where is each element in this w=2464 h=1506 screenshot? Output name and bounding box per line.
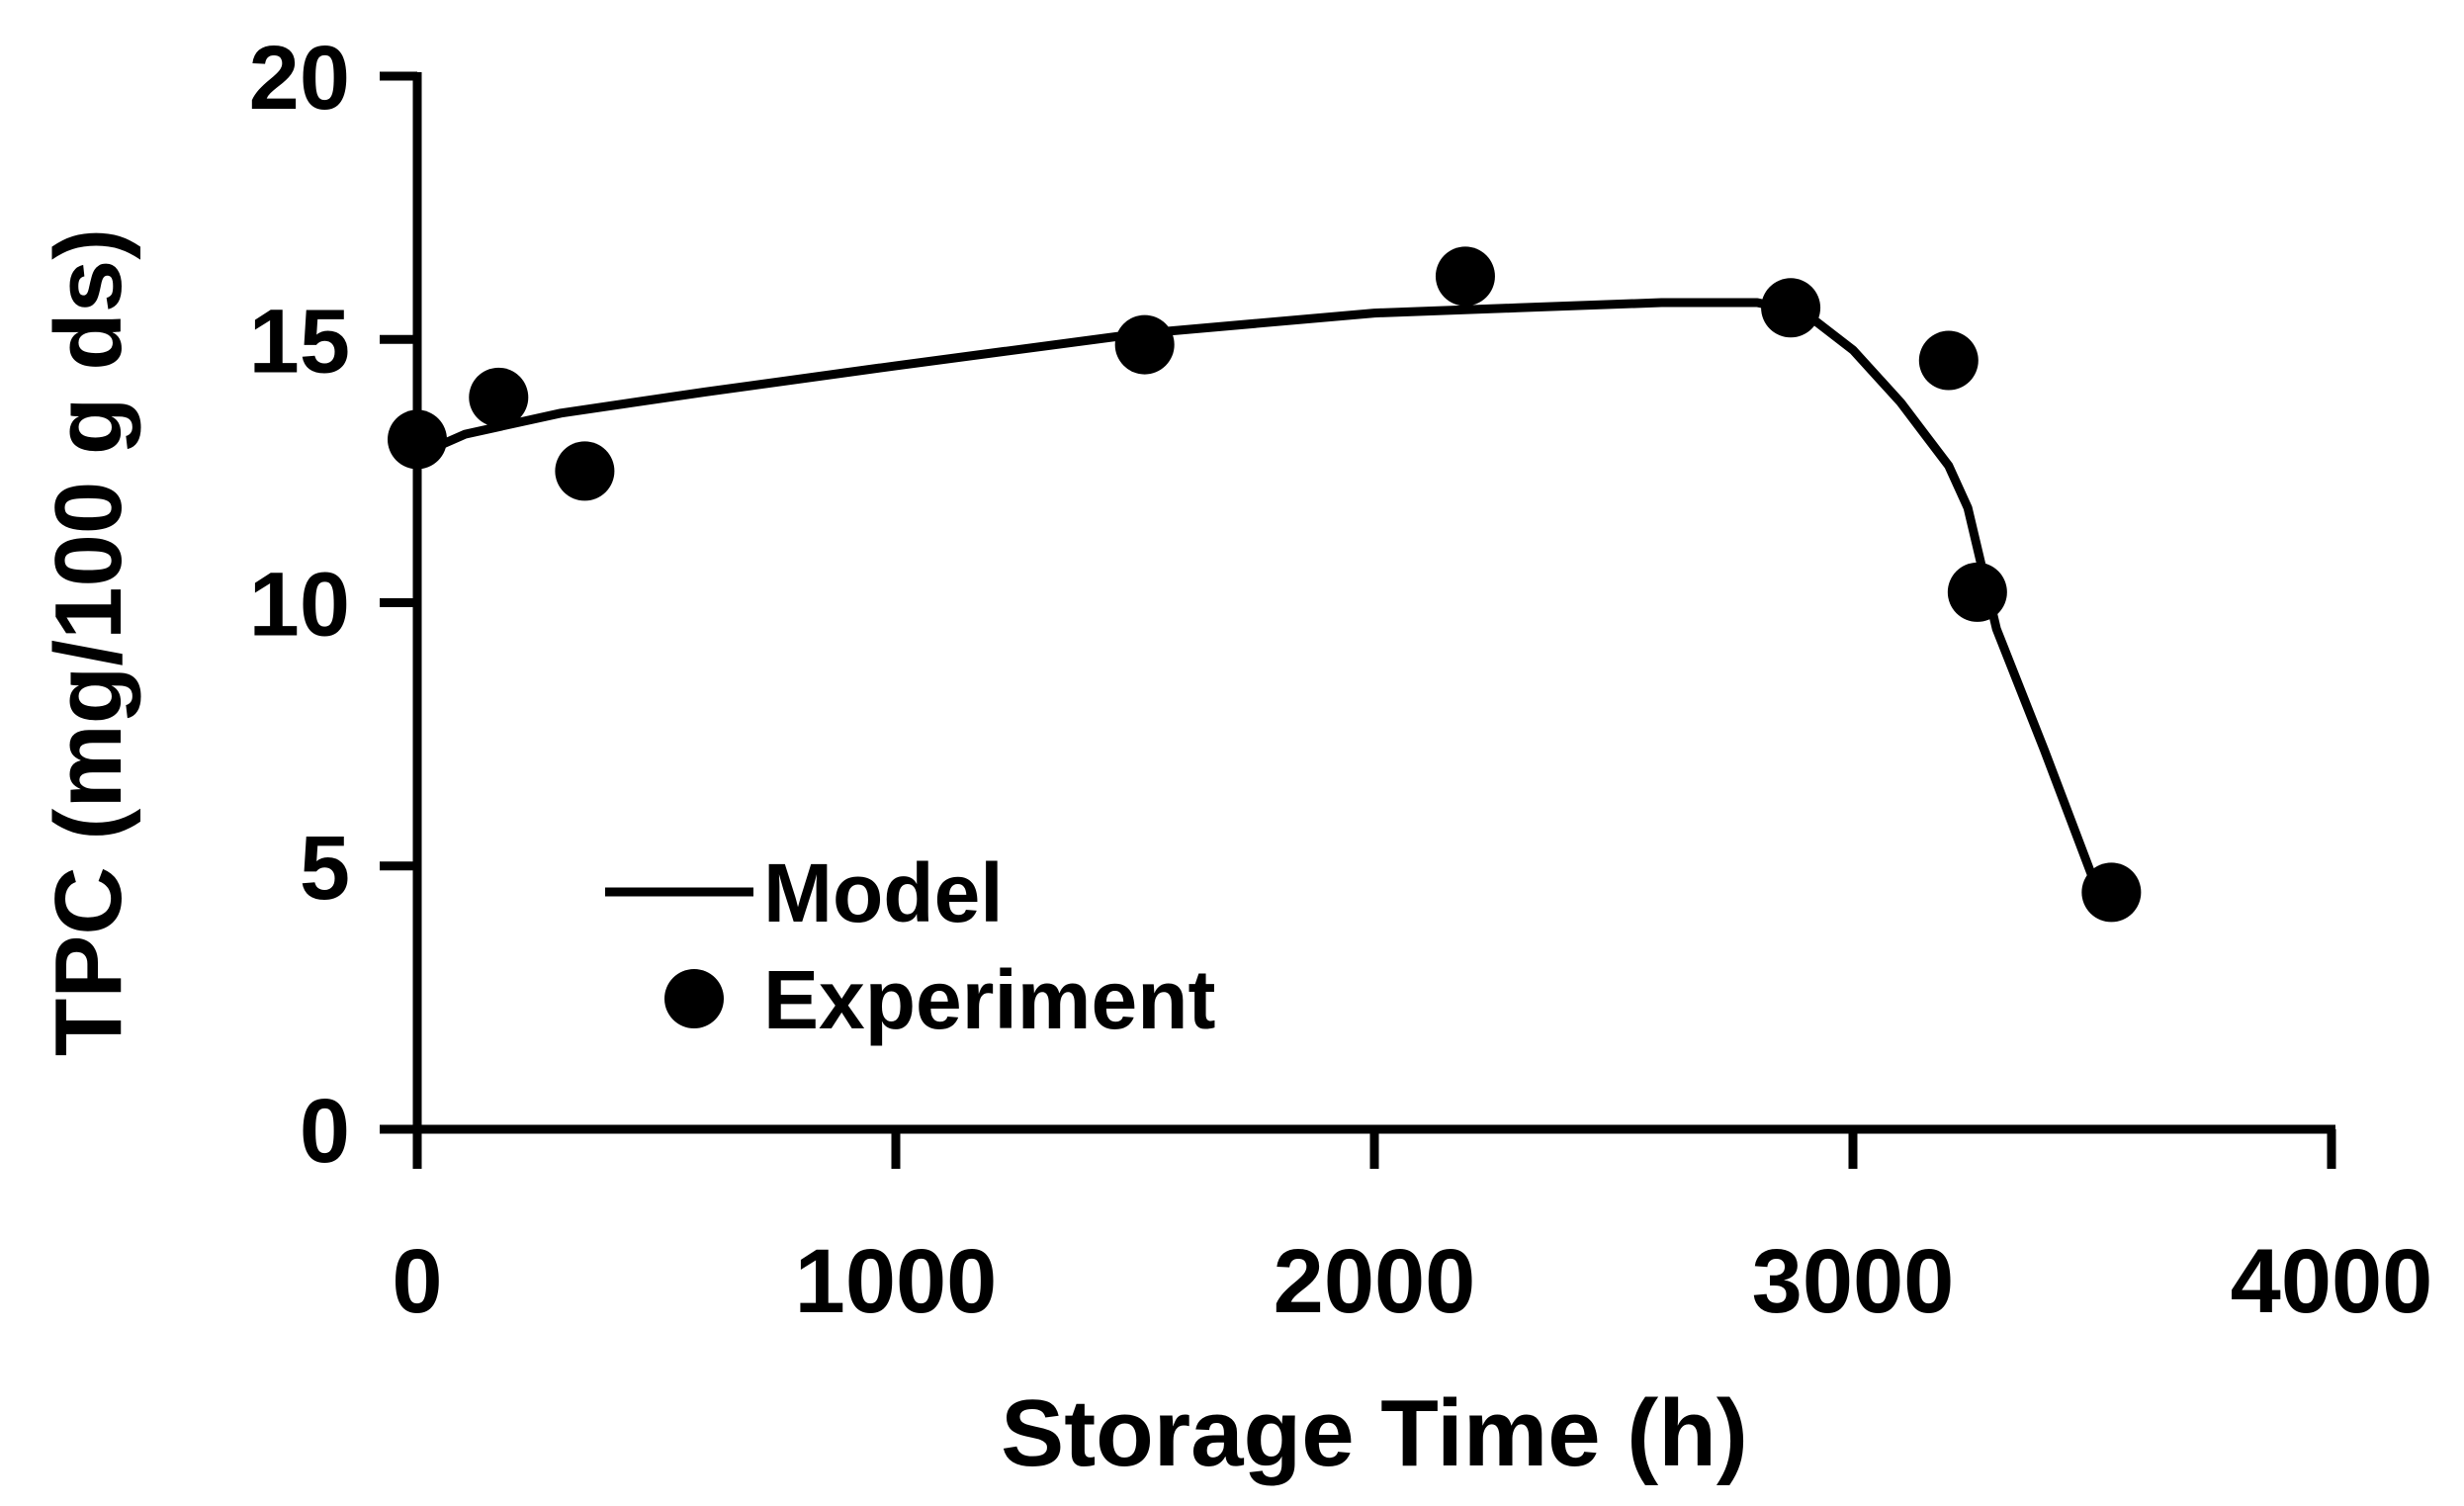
y-tick-label: 5 — [300, 818, 350, 919]
experiment-point — [2081, 862, 2142, 923]
x-tick-label: 0 — [392, 1231, 442, 1332]
experiment-point — [1947, 562, 2007, 622]
axes: 0 5 10 15 20 0 1000 2000 3000 4000 Storage Time (h… — [36, 28, 2432, 1486]
experiment-point — [555, 441, 615, 501]
experiment-point — [1918, 330, 1979, 391]
legend-experiment-label: Experiment — [763, 953, 1216, 1046]
experiment-point — [1761, 278, 1821, 338]
y-tick-label: 20 — [249, 28, 350, 129]
x-tick-label: 4000 — [2231, 1231, 2433, 1332]
x-tick-label: 2000 — [1274, 1231, 1476, 1332]
x-axis-title: Storage Time (h) — [1001, 1380, 1748, 1486]
experiment-point — [388, 409, 447, 470]
experiment-point — [1435, 246, 1495, 307]
legend: Model Experiment — [605, 846, 1216, 1046]
x-tick-label: 3000 — [1752, 1231, 1955, 1332]
y-tick-label: 0 — [300, 1081, 350, 1182]
y-tick-label: 10 — [249, 555, 350, 656]
model-line — [412, 298, 2097, 881]
y-axis-title: TPC (mg/100 g ds) — [36, 228, 141, 1056]
y-tick-label: 15 — [249, 291, 350, 392]
legend-model-label: Model — [763, 846, 1004, 939]
x-tick-label: 1000 — [795, 1231, 998, 1332]
data-layer — [388, 246, 2142, 923]
experiment-point — [469, 367, 529, 427]
experiment-point — [1114, 314, 1175, 375]
legend-experiment-marker — [664, 969, 724, 1028]
